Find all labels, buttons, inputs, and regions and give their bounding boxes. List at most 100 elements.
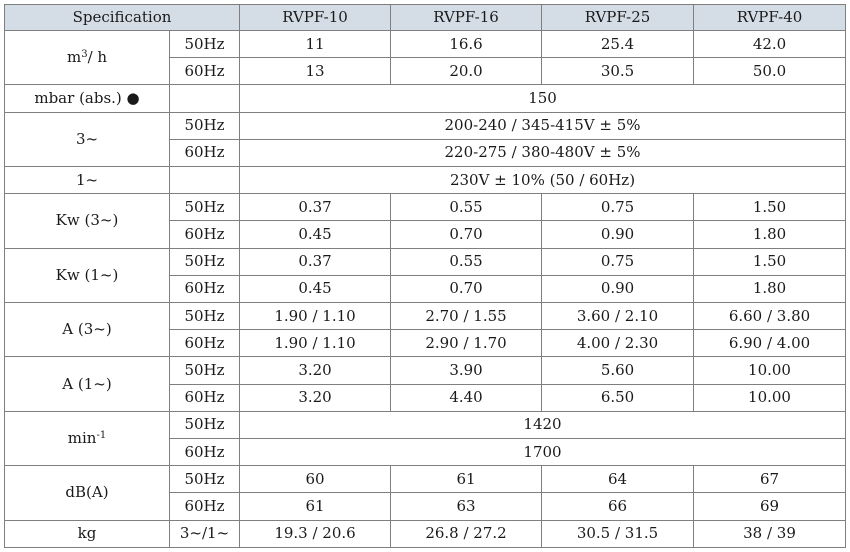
header-model: RVPF-10 xyxy=(239,4,392,31)
table-cell: 1.80 xyxy=(693,220,847,249)
header-model: RVPF-16 xyxy=(390,4,543,31)
table-cell: 60 xyxy=(239,465,392,494)
single-phase-label: 1~ xyxy=(4,166,170,195)
table-cell: 30.5 / 31.5 xyxy=(541,519,695,549)
table-cell: 0.90 xyxy=(541,274,695,304)
table-cell: 38 / 39 xyxy=(693,519,847,549)
table-cell: 2.70 / 1.55 xyxy=(390,302,543,331)
table-row: 1~ 230V ± 10% (50 / 60Hz) xyxy=(4,166,847,195)
freq-label: 60Hz xyxy=(168,274,241,304)
freq-label: 50Hz xyxy=(168,111,241,140)
table-row: 60Hz 0.45 0.70 0.90 1.80 xyxy=(5,220,847,249)
table-cell: 0.45 xyxy=(239,274,392,304)
table-row: dB(A) 50Hz 60 61 64 67 xyxy=(4,465,847,521)
table-row: 3~ 50Hz 200-240 / 345-415V ± 5% xyxy=(4,111,847,168)
table-cell: 3.60 / 2.10 xyxy=(541,302,695,331)
table-cell: 42.0 xyxy=(693,29,847,59)
table-cell: 0.55 xyxy=(390,247,543,276)
table-cell: 0.70 xyxy=(390,274,543,304)
pressure-unit-label: mbar (abs.) ● xyxy=(4,84,170,113)
freq-label: 60Hz xyxy=(168,492,241,521)
freq-label: 50Hz xyxy=(168,247,241,276)
table-row: Kw (3~) 50Hz 0.37 0.55 0.75 1.50 xyxy=(4,193,847,249)
freq-label: 50Hz xyxy=(168,356,241,385)
speed-unit-base: min xyxy=(67,429,97,448)
table-cell: 5.60 xyxy=(541,356,695,385)
freq-label: 60Hz xyxy=(168,57,241,86)
header-specification: Specification xyxy=(3,4,241,31)
table-cell: 1420 xyxy=(239,410,847,440)
table-cell: 4.00 / 2.30 xyxy=(541,329,695,358)
phase-label: 3~/1~ xyxy=(168,519,241,549)
table-cell: 6.60 / 3.80 xyxy=(693,302,847,331)
specification-table: Specification RVPF-10 RVPF-16 RVPF-25 RV… xyxy=(3,4,847,549)
table-cell: 10.00 xyxy=(693,356,847,385)
table-cell: 3.20 xyxy=(239,383,392,412)
table-cell: 0.45 xyxy=(239,220,392,249)
freq-label: 50Hz xyxy=(168,302,241,331)
flow-unit-tail: / h xyxy=(87,48,108,67)
table-cell: 1.50 xyxy=(693,247,847,276)
table-cell: 1.80 xyxy=(693,274,847,304)
table-cell: 66 xyxy=(541,492,695,521)
freq-label: 60Hz xyxy=(168,220,241,249)
table-cell: 11 xyxy=(239,29,392,59)
table-cell: 30.5 xyxy=(541,57,695,86)
table-cell: 26.8 / 27.2 xyxy=(390,519,543,549)
freq-label: 60Hz xyxy=(168,138,241,168)
header-model: RVPF-40 xyxy=(693,4,847,31)
table-cell: 63 xyxy=(390,492,543,521)
weight-unit-label: kg xyxy=(4,519,170,549)
table-cell: 16.6 xyxy=(390,29,543,59)
freq-label: 60Hz xyxy=(168,329,241,358)
freq-label: 50Hz xyxy=(168,410,241,440)
speed-unit-sup: -1 xyxy=(96,430,107,442)
three-phase-label: 3~ xyxy=(4,111,170,168)
table-row: min-1 50Hz 1420 xyxy=(4,410,847,467)
table-cell: 6.50 xyxy=(541,383,695,412)
table-cell: 0.75 xyxy=(541,247,695,276)
table-cell: 6.90 / 4.00 xyxy=(693,329,847,358)
table-row: 60Hz 220-275 / 380-480V ± 5% xyxy=(5,138,847,168)
kw3-unit-label: Kw (3~) xyxy=(4,193,170,249)
table-cell: 0.75 xyxy=(541,193,695,222)
freq-label: 50Hz xyxy=(168,193,241,222)
table-cell: 0.37 xyxy=(239,193,392,222)
table-cell: 150 xyxy=(239,84,847,113)
table-cell: 1.50 xyxy=(693,193,847,222)
table-cell: 3.20 xyxy=(239,356,392,385)
kw1-unit-label: Kw (1~) xyxy=(4,247,170,304)
table-cell: 0.90 xyxy=(541,220,695,249)
flow-unit-label: m3/ h xyxy=(4,29,170,86)
table-cell: 64 xyxy=(541,465,695,494)
table-row: Kw (1~) 50Hz 0.37 0.55 0.75 1.50 xyxy=(4,247,847,304)
amp3-unit-label: A (3~) xyxy=(4,302,170,358)
table-cell: 19.3 / 20.6 xyxy=(239,519,392,549)
table-row: m3/ h 50Hz 11 16.6 25.4 42.0 xyxy=(4,29,847,86)
table-row: A (3~) 50Hz 1.90 / 1.10 2.70 / 1.55 3.60… xyxy=(4,302,847,358)
table-cell: 20.0 xyxy=(390,57,543,86)
table-cell: 3.90 xyxy=(390,356,543,385)
table-cell: 0.55 xyxy=(390,193,543,222)
table-cell: 61 xyxy=(390,465,543,494)
table-cell: 1.90 / 1.10 xyxy=(239,302,392,331)
table-cell: 10.00 xyxy=(693,383,847,412)
table-row: A (1~) 50Hz 3.20 3.90 5.60 10.00 xyxy=(4,356,847,412)
amp1-unit-label: A (1~) xyxy=(4,356,170,412)
table-row: 60Hz 0.45 0.70 0.90 1.80 xyxy=(5,274,847,304)
freq-label: 50Hz xyxy=(168,29,241,59)
flow-unit-base: m xyxy=(66,48,82,67)
table-cell: 50.0 xyxy=(693,57,847,86)
table-cell: 2.90 / 1.70 xyxy=(390,329,543,358)
table-row: 60Hz 13 20.0 30.5 50.0 xyxy=(5,57,847,86)
table-cell: 1.90 / 1.10 xyxy=(239,329,392,358)
table-cell: 13 xyxy=(239,57,392,86)
empty-cell xyxy=(168,166,241,195)
table-cell: 0.70 xyxy=(390,220,543,249)
noise-unit-label: dB(A) xyxy=(4,465,170,521)
table-cell: 61 xyxy=(239,492,392,521)
table-row: 60Hz 61 63 66 69 xyxy=(5,492,847,521)
flow-unit-sup: 3 xyxy=(81,49,88,61)
table-cell: 4.40 xyxy=(390,383,543,412)
table-cell: 25.4 xyxy=(541,29,695,59)
